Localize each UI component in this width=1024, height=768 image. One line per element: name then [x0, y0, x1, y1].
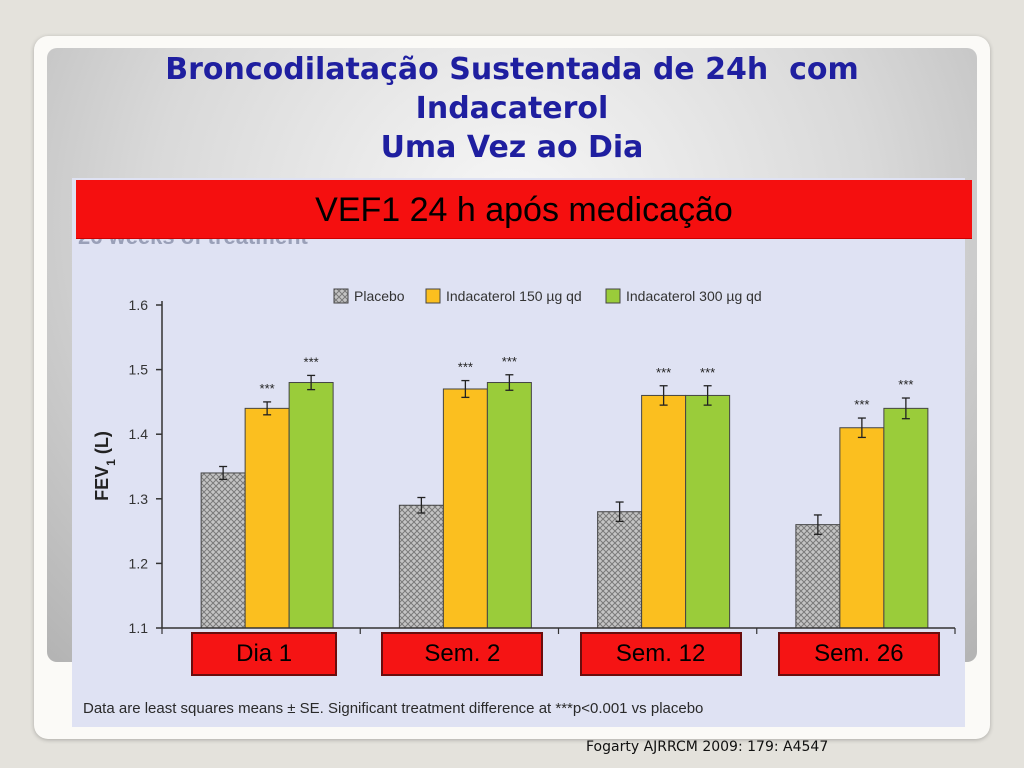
bar-placebo [398, 504, 444, 629]
category-label: Sem. 12 [579, 632, 742, 676]
bar-indacaterol-300 [685, 394, 731, 629]
legend-label: Indacaterol 150 µg qd [446, 288, 582, 304]
legend-swatch [425, 288, 441, 304]
significance-label: *** [656, 365, 671, 380]
y-axis: 1.1 1.2 1.3 1.4 1.5 1.6 FEV1 (L) [92, 297, 956, 636]
bar-indacaterol-300 [883, 407, 929, 629]
significance-label: *** [898, 377, 913, 392]
chart-legend: Placebo Indacaterol 150 µg qd Indacaterol … [333, 288, 762, 304]
bar-placebo [795, 524, 841, 629]
slide-title: Broncodilatação Sustentada de 24h com In… [60, 50, 964, 167]
bar-indacaterol-150 [244, 407, 290, 629]
y-tick-label: 1.3 [129, 491, 149, 507]
bar-indacaterol-300 [288, 382, 334, 629]
significance-label: *** [458, 360, 473, 375]
slide-title-line-1: Broncodilatação Sustentada de 24h com [165, 52, 859, 87]
category-label: Sem. 26 [777, 632, 940, 676]
bars-layer: *** *** *** *** *** *** *** *** [200, 354, 929, 629]
y-tick-label: 1.5 [129, 362, 149, 378]
bar-placebo [200, 472, 246, 629]
legend-label: Indacaterol 300 µg qd [626, 288, 762, 304]
bar-indacaterol-150 [839, 427, 885, 629]
bar-indacaterol-300 [486, 382, 532, 629]
y-tick-label: 1.2 [129, 555, 149, 571]
chart-footnote: Data are least squares means ± SE. Signi… [83, 700, 704, 717]
legend-swatch [333, 288, 349, 304]
legend-swatch [605, 288, 621, 304]
legend-label: Placebo [354, 288, 405, 304]
citation: Fogarty AJRRCM 2009: 179: A4547 [586, 739, 829, 755]
significance-label: *** [304, 354, 319, 369]
chart-banner: VEF1 24 h após medicação [76, 180, 972, 239]
y-axis-label: FEV1 (L) [92, 431, 118, 501]
slide-title-line-3: Uma Vez ao Dia [380, 130, 644, 165]
bar-indacaterol-150 [442, 388, 488, 629]
slide-title-line-2: Indacaterol [415, 91, 609, 126]
y-tick-label: 1.6 [129, 297, 149, 313]
category-label: Sem. 2 [381, 632, 544, 676]
y-tick-label: 1.4 [129, 426, 149, 442]
significance-label: *** [260, 381, 275, 396]
significance-label: *** [854, 397, 869, 412]
significance-label: *** [700, 365, 715, 380]
bar-placebo [597, 511, 643, 629]
category-label: Dia 1 [191, 632, 338, 676]
y-tick-label: 1.1 [129, 620, 149, 636]
significance-label: *** [502, 354, 517, 369]
bar-indacaterol-150 [641, 394, 687, 629]
